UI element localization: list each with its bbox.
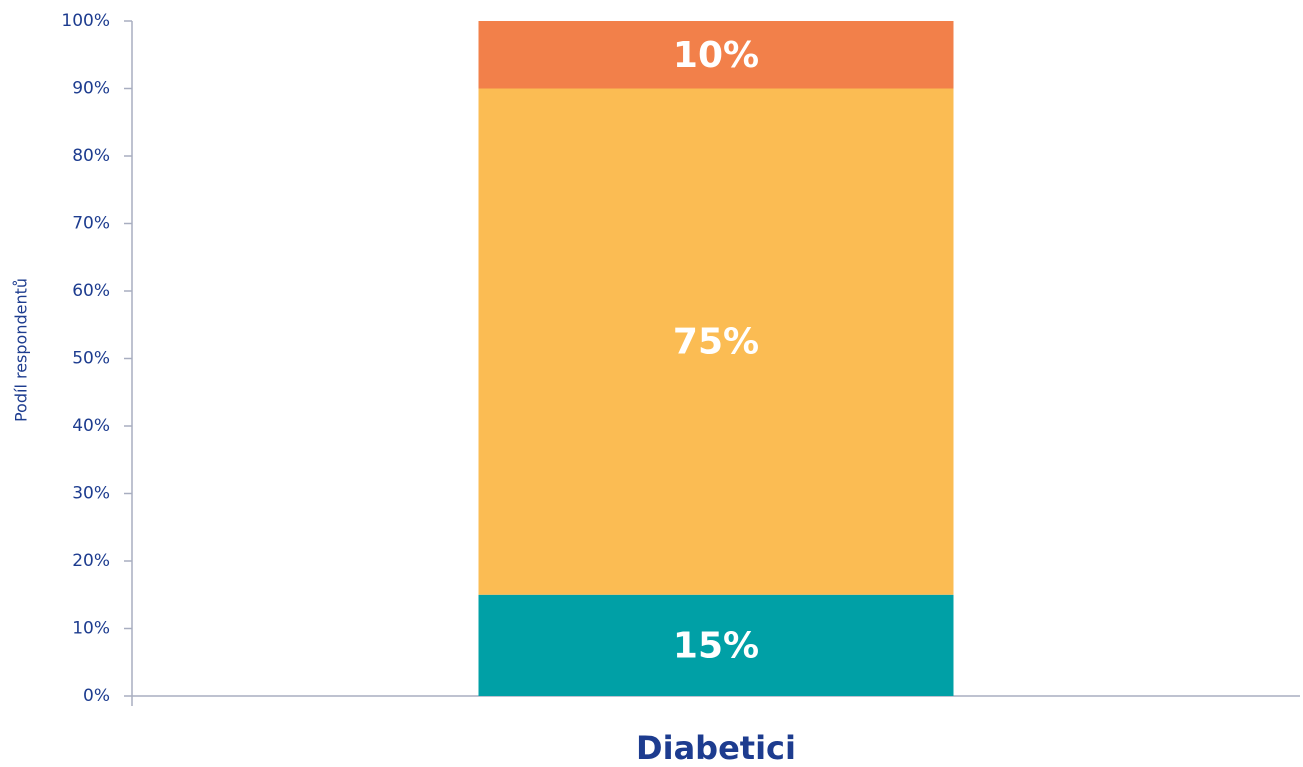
y-tick-label: 50% [72, 349, 110, 369]
value-label: 15% [673, 625, 759, 666]
y-tick-label: 80% [72, 146, 110, 166]
y-tick-label: 0% [83, 686, 110, 706]
y-axis-title: Podíl respondentů [12, 278, 31, 422]
x-tick-label: Diabetici [636, 729, 796, 767]
bar-segment [478, 88, 954, 595]
value-label: 10% [673, 35, 759, 76]
value-label: 75% [673, 322, 759, 363]
y-tick-label: 40% [72, 416, 110, 436]
y-tick-label: 20% [72, 551, 110, 571]
y-tick-label: 70% [72, 214, 110, 234]
bar-segment [478, 594, 954, 696]
y-tick-label: 10% [72, 619, 110, 639]
y-tick-label: 90% [72, 79, 110, 99]
y-tick-label: 100% [61, 11, 110, 31]
bar-segment [478, 21, 954, 89]
y-tick-label: 30% [72, 484, 110, 504]
y-tick-label: 60% [72, 281, 110, 301]
